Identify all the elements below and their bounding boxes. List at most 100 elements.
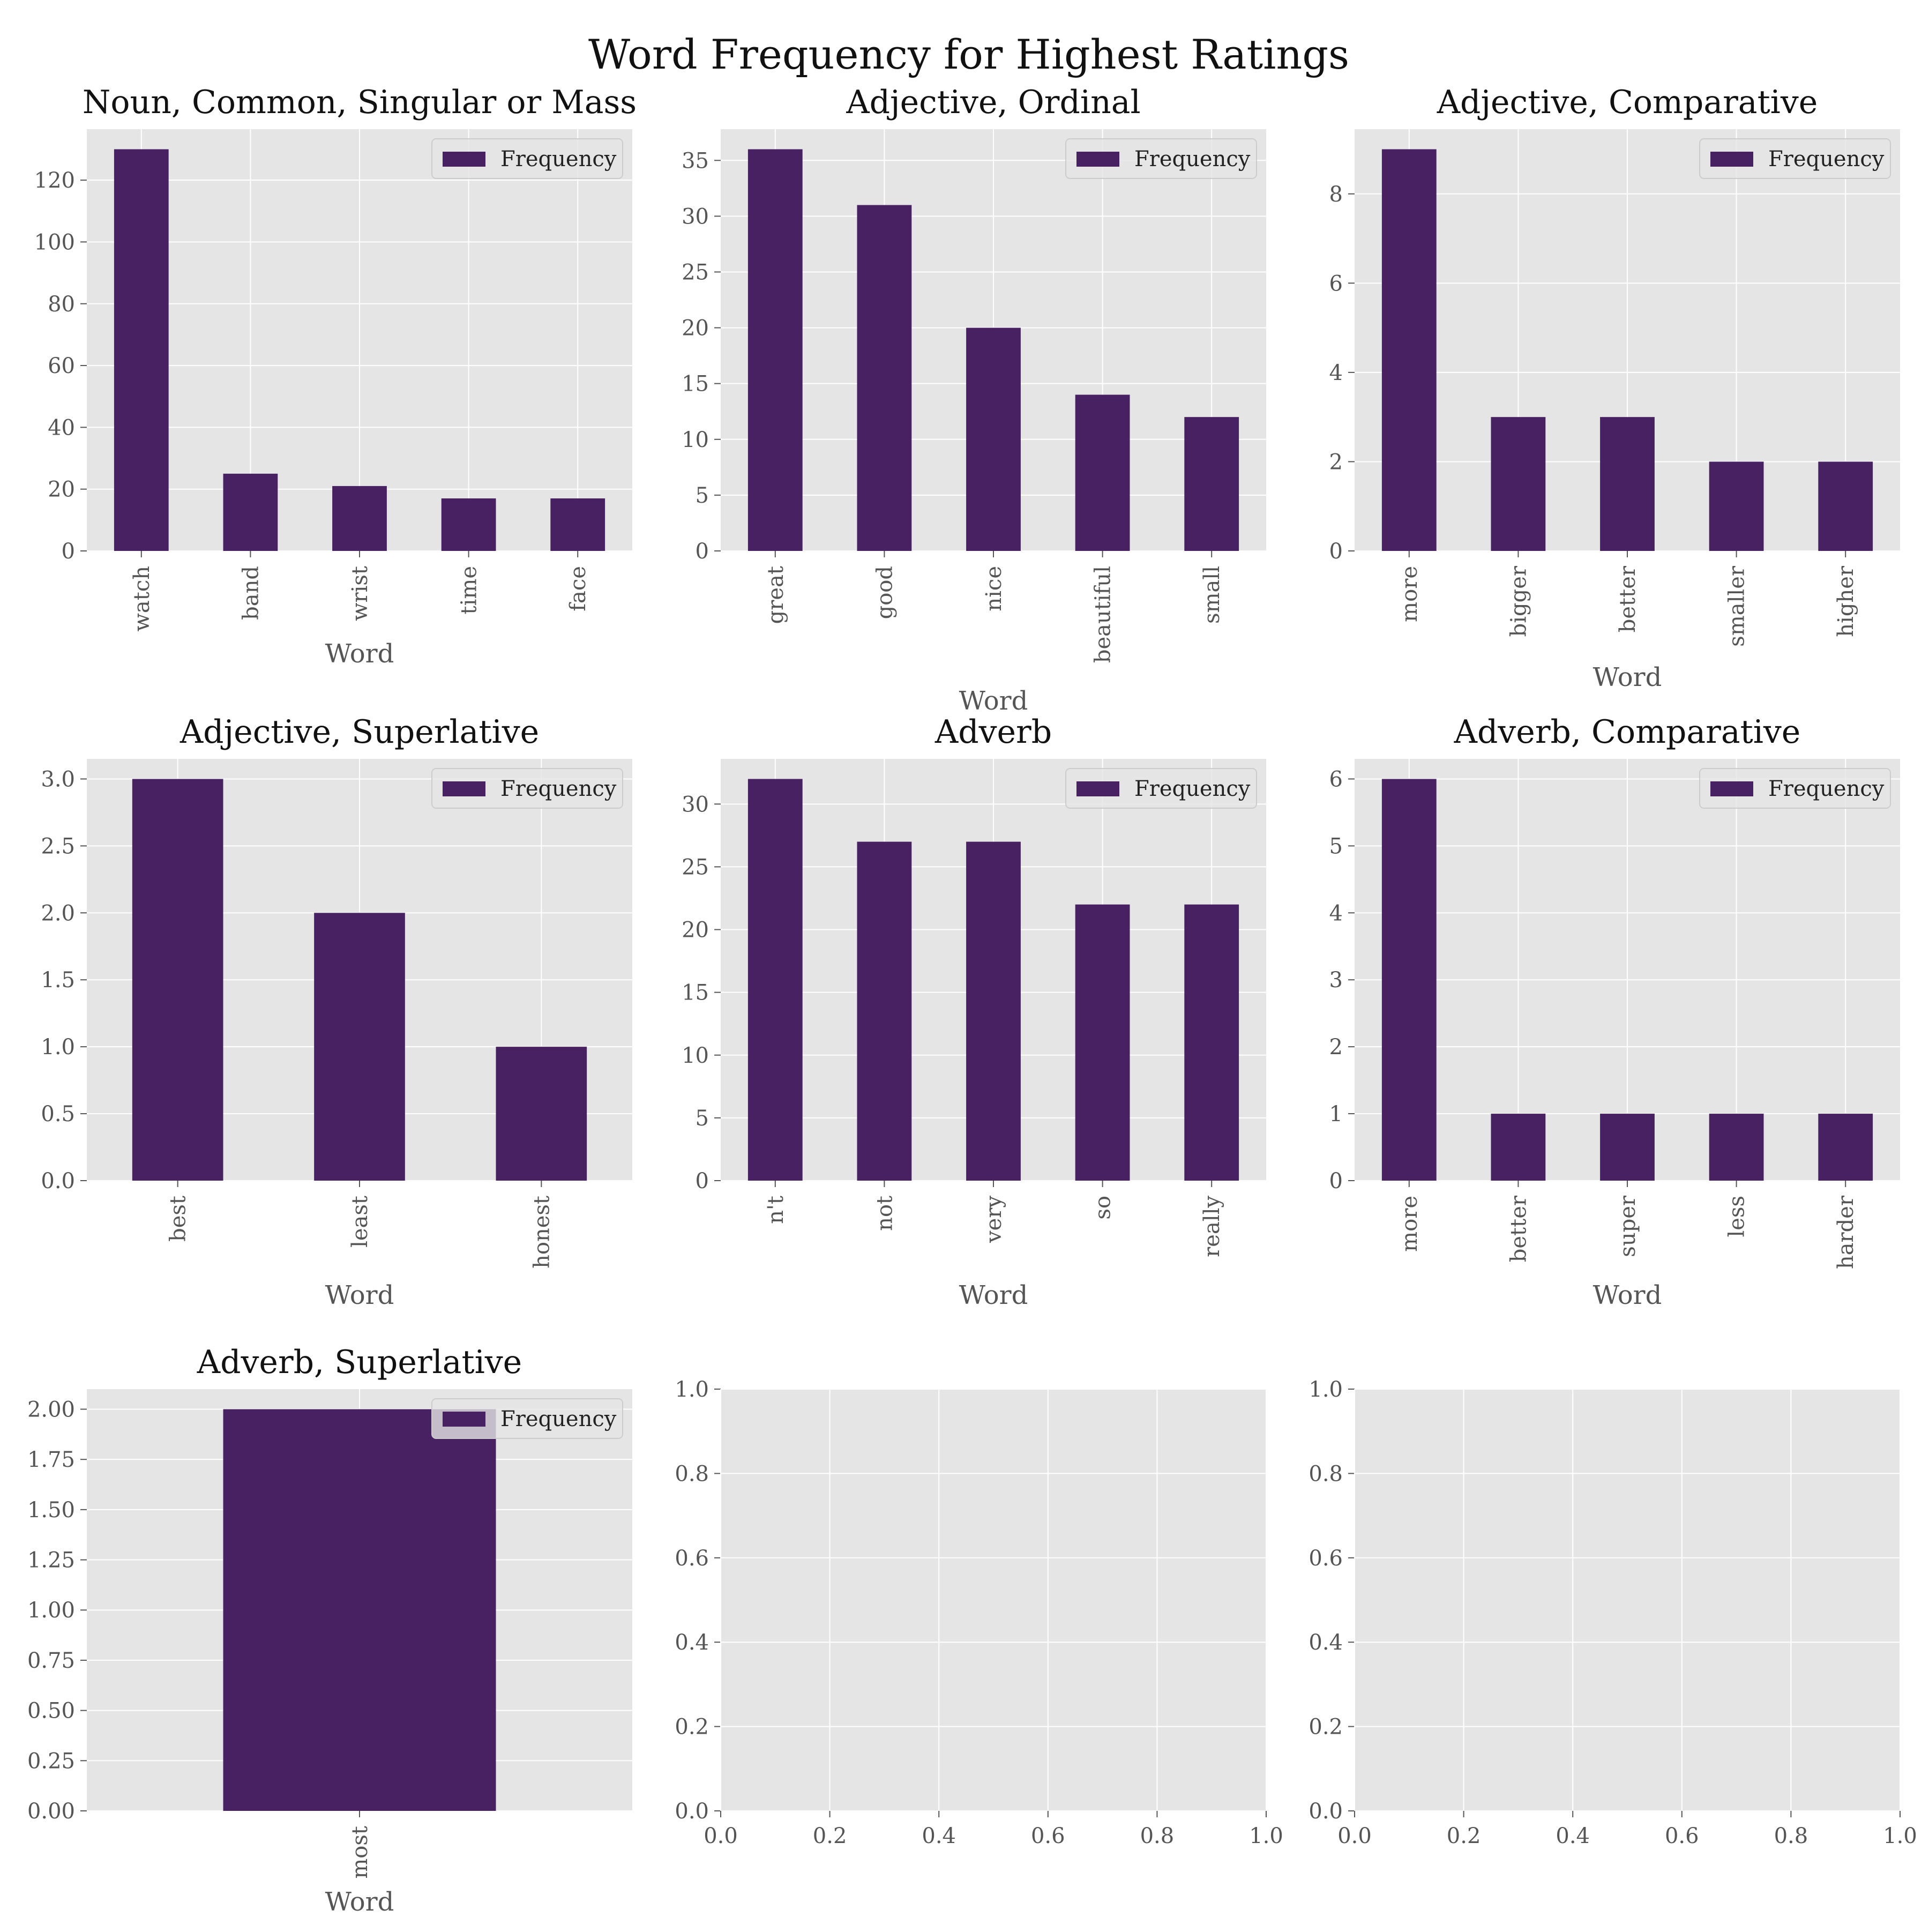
legend-label: Frequency — [1768, 777, 1885, 801]
y-tick-label: 0.0 — [41, 1169, 75, 1193]
x-tick-label: 0.2 — [1447, 1824, 1481, 1848]
bar-band — [223, 474, 278, 551]
y-tick-label: 0.5 — [41, 1102, 75, 1127]
bar-good — [857, 205, 912, 551]
subplot-2: 05101520253035great good nice beautiful smal… — [682, 84, 1266, 716]
legend-swatch — [1710, 152, 1753, 167]
subplot-5: 0 5 10 15 20 25 30 n't not very so really Word Adverb… — [682, 713, 1266, 1310]
x-tick-label: wrist — [348, 566, 372, 621]
x-tick-label: harder — [1834, 1195, 1858, 1269]
legend-label: Frequency — [500, 1407, 617, 1431]
y-tick-label: 1.75 — [27, 1448, 75, 1472]
y-tick-label: 3.0 — [41, 767, 75, 792]
bar-not — [857, 842, 912, 1181]
bar-best — [132, 779, 223, 1181]
y-tick-label: 3 — [1329, 968, 1343, 993]
y-tick-label: 100 — [34, 230, 75, 255]
y-tick-label: 0.6 — [1309, 1546, 1343, 1571]
y-tick-label: 2.0 — [41, 901, 75, 926]
bar-least — [314, 913, 405, 1181]
x-tick-label: 0.6 — [1031, 1824, 1065, 1848]
y-tick-label: 4 — [1329, 361, 1343, 385]
x-tick-label: really — [1200, 1196, 1224, 1257]
legend-label: Frequency — [1134, 777, 1251, 801]
bar-harder — [1818, 1114, 1873, 1181]
x-tick-label: most — [348, 1826, 372, 1879]
y-tick-label: 0.00 — [27, 1799, 75, 1824]
y-tick-label: 6 — [1329, 767, 1343, 792]
x-tick-label: beautiful — [1091, 566, 1116, 663]
subplot-6: 0123456more better super less harderWordAdve… — [1329, 713, 1900, 1310]
x-tick-label: 1.0 — [1249, 1824, 1283, 1848]
y-tick-label: 0.0 — [675, 1799, 709, 1824]
y-tick-label: 0.2 — [675, 1715, 709, 1740]
x-tick-label: 0.2 — [813, 1824, 847, 1848]
bar-smaller — [1709, 461, 1764, 551]
x-tick-label: smaller — [1725, 565, 1749, 647]
y-tick-label: 0.8 — [1309, 1461, 1343, 1486]
x-tick-label: honest — [529, 1196, 554, 1269]
x-tick-label: small — [1200, 566, 1224, 624]
bar-so — [1075, 905, 1130, 1181]
subplot-title: Adverb — [934, 713, 1052, 751]
x-tick-label: 0.6 — [1665, 1824, 1699, 1848]
legend-swatch — [1076, 781, 1119, 796]
bar-really — [1184, 905, 1239, 1181]
legend-label: Frequency — [1768, 147, 1885, 171]
subplot-8: 0.0 0.2 0.4 0.6 0.8 1.0 0.0 0.2 0.4 0.6 0.8 1.0 — [675, 1377, 1283, 1848]
y-tick-label: 2.00 — [27, 1397, 75, 1422]
x-tick-label: watch — [130, 566, 154, 631]
y-tick-label: 0.8 — [675, 1461, 709, 1486]
bar-honest — [496, 1047, 587, 1181]
bar-higher — [1818, 461, 1873, 551]
subplot-title: Adjective, Ordinal — [846, 84, 1140, 121]
y-tick-label: 5 — [1329, 834, 1343, 859]
bar-watch — [114, 149, 169, 551]
x-tick-label: great — [764, 566, 788, 624]
y-tick-label: 10 — [682, 1043, 709, 1068]
bar-super — [1600, 1114, 1655, 1181]
y-tick-label: 1.25 — [27, 1548, 75, 1573]
axes-background — [1355, 1389, 1900, 1811]
x-tick-label: better — [1506, 1195, 1531, 1262]
x-tick-label: not — [872, 1196, 897, 1231]
y-tick-label: 0 — [696, 1169, 709, 1193]
x-tick-label: band — [238, 566, 263, 620]
y-tick-label: 1.00 — [27, 1598, 75, 1623]
bar-small — [1184, 417, 1239, 551]
bar-better — [1491, 1114, 1546, 1181]
bar-most — [223, 1409, 496, 1811]
subplot-9: 0.0 0.2 0.4 0.6 0.8 1.0 0.0 0.2 0.4 0.6 0.8 1.0 — [1309, 1377, 1917, 1848]
y-tick-label: 15 — [682, 372, 709, 397]
x-tick-label: bigger — [1506, 565, 1531, 637]
bar-time — [442, 498, 496, 551]
y-tick-label: 1.50 — [27, 1498, 75, 1523]
x-tick-label: 0.4 — [1556, 1824, 1590, 1848]
bar-bigger — [1491, 417, 1546, 551]
x-tick-label: least — [348, 1196, 372, 1248]
subplot-title: Adjective, Superlative — [180, 713, 539, 751]
legend-swatch — [1710, 781, 1753, 796]
y-tick-label: 80 — [48, 292, 75, 317]
y-tick-label: 8 — [1329, 182, 1343, 207]
y-tick-label: 0.4 — [675, 1630, 709, 1655]
y-tick-label: 6 — [1329, 271, 1343, 296]
x-tick-label: better — [1616, 565, 1640, 632]
y-tick-label: 1.5 — [41, 968, 75, 993]
x-tick-label: less — [1725, 1196, 1749, 1237]
x-axis-label: Word — [1593, 662, 1662, 692]
y-tick-label: 15 — [682, 981, 709, 1005]
bar-wrist — [332, 486, 387, 551]
x-tick-label: 0.8 — [1774, 1824, 1808, 1848]
x-tick-label: higher — [1834, 565, 1858, 637]
y-tick-label: 20 — [682, 316, 709, 341]
x-axis-label: Word — [1593, 1280, 1662, 1310]
subplot-title: Adverb, Superlative — [197, 1344, 522, 1381]
y-tick-label: 2.5 — [41, 834, 75, 859]
y-tick-label: 30 — [682, 204, 709, 229]
y-tick-label: 0.4 — [1309, 1630, 1343, 1655]
bar-better — [1600, 417, 1655, 551]
bar-less — [1709, 1114, 1764, 1181]
x-tick-label: 0.0 — [1337, 1824, 1372, 1848]
